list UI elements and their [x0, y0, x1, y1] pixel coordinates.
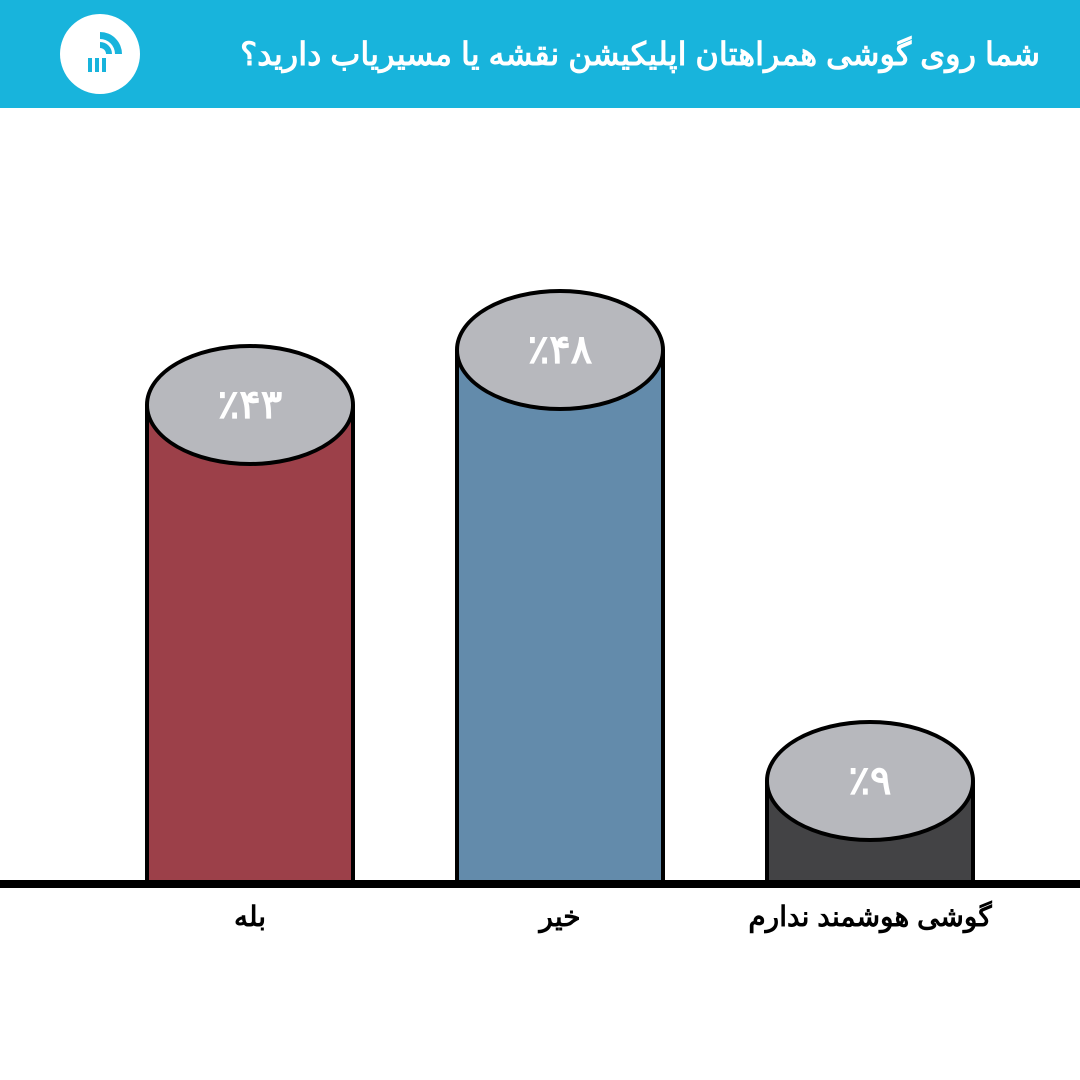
- bar-value-label: ٪۴۳: [218, 382, 282, 428]
- bar-value-label: ٪۴۸: [528, 327, 592, 373]
- bar-cylinder: ٪۴۳: [145, 344, 355, 941]
- chart-area: ٪۴۳ بله ٪۴۸ خیر ٪۹ گوشی هوشمند ندارم: [0, 108, 1080, 1080]
- bar-value-label: ٪۹: [849, 758, 892, 804]
- bar-cap: ٪۴۸: [455, 289, 665, 411]
- bar-cap: ٪۴۳: [145, 344, 355, 466]
- bar-cap: ٪۹: [765, 720, 975, 842]
- bar-cylinder: ٪۴۸: [455, 289, 665, 941]
- bar-category-label: خیر: [410, 900, 710, 933]
- bar-body: [145, 405, 355, 880]
- bar-body: [455, 350, 665, 880]
- logo-icon: [60, 14, 140, 94]
- bar-category-label: گوشی هوشمند ندارم: [720, 900, 1020, 933]
- chart-title: شما روی گوشی همراهتان اپلیکیشن نقشه یا م…: [240, 35, 1040, 73]
- bar-category-label: بله: [100, 900, 400, 933]
- chart-header: شما روی گوشی همراهتان اپلیکیشن نقشه یا م…: [0, 0, 1080, 108]
